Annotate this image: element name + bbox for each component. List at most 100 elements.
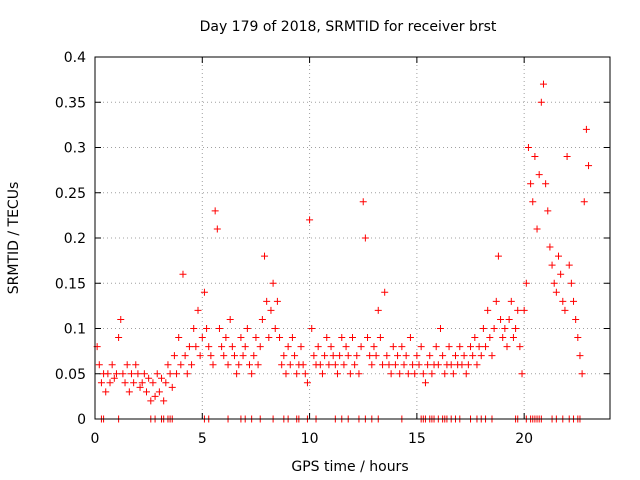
data-point	[542, 180, 550, 188]
data-point	[250, 352, 258, 360]
data-point	[256, 343, 264, 351]
data-point	[361, 234, 369, 242]
y-tick-label: 0.25	[55, 186, 86, 202]
data-point	[331, 361, 339, 369]
data-point	[527, 180, 535, 188]
data-point	[203, 325, 211, 332]
data-point	[374, 306, 382, 314]
data-point	[424, 361, 432, 369]
data-point	[303, 379, 311, 387]
data-point	[464, 361, 472, 369]
data-point	[544, 207, 552, 215]
x-tick-label: 5	[198, 431, 207, 447]
data-point	[582, 125, 590, 133]
data-point	[235, 361, 243, 369]
data-point	[239, 352, 247, 360]
data-point	[376, 334, 384, 342]
data-point	[449, 370, 457, 378]
data-point	[243, 325, 251, 332]
y-tick-label: 0.3	[64, 141, 86, 157]
data-point	[164, 361, 172, 369]
data-point	[494, 252, 502, 260]
data-point	[200, 288, 208, 296]
data-point	[452, 352, 459, 360]
data-point	[183, 370, 191, 378]
data-point	[381, 288, 389, 296]
data-point	[241, 343, 249, 351]
data-point	[207, 352, 215, 360]
chart-title: Day 179 of 2018, SRMTID for receiver brs…	[200, 19, 497, 35]
data-point	[314, 343, 322, 351]
data-point	[557, 270, 565, 278]
data-point	[509, 334, 517, 342]
data-point	[518, 370, 526, 378]
data-point	[308, 325, 316, 332]
data-point	[310, 352, 318, 360]
data-point	[383, 352, 391, 360]
data-point	[263, 297, 271, 305]
data-point	[127, 370, 135, 378]
data-point	[248, 370, 256, 378]
data-point	[329, 352, 337, 360]
data-point	[190, 325, 198, 332]
y-tick-label: 0.05	[55, 367, 86, 383]
data-points	[93, 80, 593, 423]
data-point	[391, 361, 399, 369]
data-point	[344, 352, 352, 360]
data-point	[117, 315, 125, 323]
data-point	[104, 370, 112, 378]
data-point	[565, 261, 573, 269]
data-point	[318, 370, 326, 378]
data-point	[102, 388, 110, 396]
data-point	[123, 361, 131, 369]
data-point	[143, 388, 150, 396]
x-tick-label: 0	[91, 431, 100, 447]
data-point	[421, 379, 429, 387]
data-point	[130, 379, 138, 387]
data-point	[574, 334, 582, 342]
data-point	[119, 370, 127, 378]
data-point	[158, 374, 166, 382]
data-point	[475, 343, 483, 351]
data-point	[215, 325, 223, 332]
data-point	[379, 361, 387, 369]
data-point	[368, 361, 376, 369]
data-point	[531, 153, 539, 161]
data-point	[432, 343, 440, 351]
data-point	[286, 361, 294, 369]
data-point	[125, 388, 133, 396]
data-point	[548, 261, 556, 269]
data-point	[147, 397, 155, 405]
data-point	[370, 343, 378, 351]
data-point	[524, 144, 532, 151]
data-point	[535, 171, 543, 179]
data-point	[110, 374, 118, 382]
data-point	[108, 361, 116, 369]
data-point	[447, 361, 455, 369]
data-point	[552, 288, 560, 296]
data-point	[404, 370, 412, 378]
data-point	[576, 352, 584, 360]
data-point	[567, 279, 575, 287]
data-point	[572, 315, 580, 323]
data-point	[162, 379, 170, 387]
data-point	[134, 370, 142, 378]
data-point	[321, 352, 329, 360]
data-point	[473, 361, 481, 369]
data-point	[563, 153, 571, 161]
data-point	[471, 334, 479, 342]
data-point	[198, 334, 206, 342]
data-point	[145, 374, 153, 382]
data-point	[439, 352, 447, 360]
y-tick-label: 0.2	[64, 231, 86, 247]
data-point	[398, 343, 406, 351]
data-point	[265, 334, 273, 342]
data-point	[411, 370, 419, 378]
data-point	[233, 370, 241, 378]
data-point	[192, 343, 200, 351]
data-point	[151, 392, 159, 400]
data-point	[516, 343, 524, 351]
data-point	[170, 352, 178, 360]
plot-frame	[94, 56, 611, 420]
data-point	[436, 325, 444, 332]
